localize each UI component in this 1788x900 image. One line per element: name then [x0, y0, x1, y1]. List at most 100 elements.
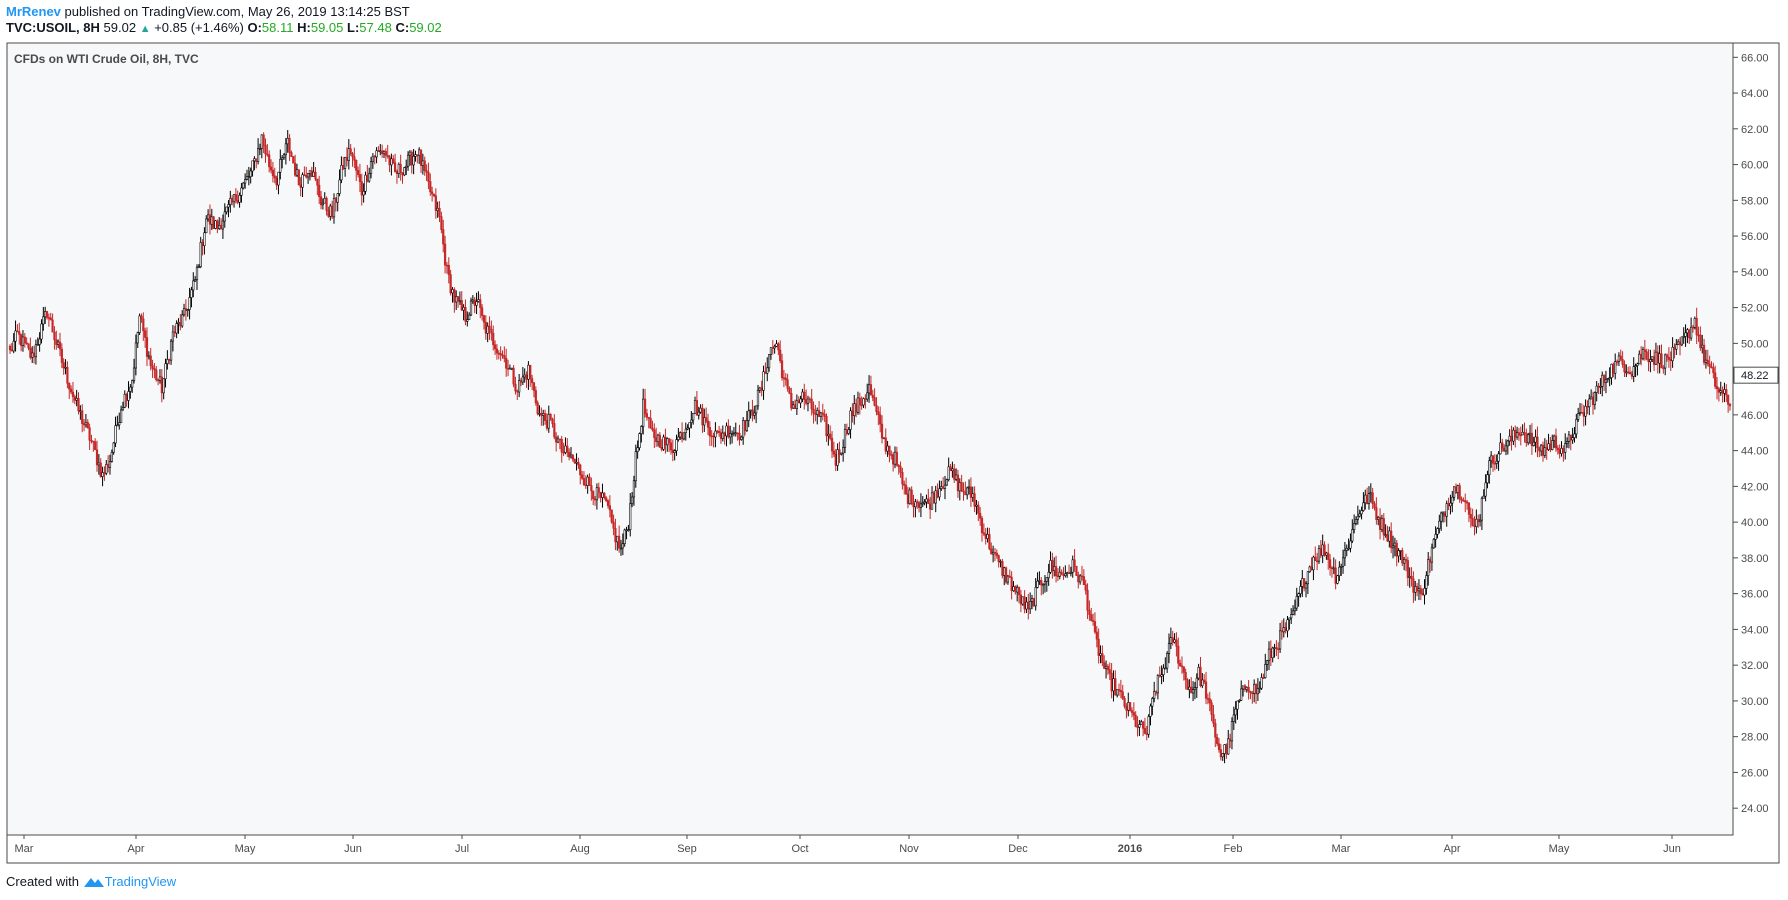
candle-body	[1408, 575, 1411, 578]
candle-body	[1358, 513, 1361, 517]
candle-body	[1328, 559, 1332, 569]
candle-body	[1721, 390, 1724, 394]
candle-body	[64, 366, 67, 369]
candle-body	[1312, 556, 1315, 571]
candle-body	[232, 194, 236, 203]
candle-body	[1416, 586, 1419, 592]
candle-body	[560, 438, 563, 453]
candle-body	[190, 289, 193, 298]
candle-body	[84, 421, 88, 426]
x-tick-label: Mar	[15, 843, 34, 855]
candle-body	[799, 398, 802, 404]
candle-body	[1634, 365, 1637, 368]
candle-body	[540, 413, 543, 416]
candle-body	[1710, 366, 1713, 369]
candle-body	[349, 148, 352, 154]
candle-body	[1453, 486, 1456, 498]
candles	[8, 130, 1732, 764]
candle-body	[975, 504, 978, 507]
candle-body	[962, 490, 965, 493]
candle-body	[1677, 341, 1680, 346]
candle-body	[1103, 662, 1106, 669]
candle-body	[771, 347, 774, 349]
candle-body	[1332, 567, 1335, 570]
candle-body	[1030, 598, 1034, 602]
candle-body	[490, 328, 493, 334]
candle-body	[347, 148, 350, 161]
candle-body	[653, 429, 656, 438]
candle-body	[1160, 674, 1163, 677]
author-link[interactable]: MrRenev	[6, 4, 61, 19]
candle-body	[1577, 413, 1580, 420]
candle-body	[623, 529, 626, 544]
candle-body	[1166, 653, 1169, 669]
candle-body	[551, 418, 554, 424]
candle-body	[775, 343, 778, 347]
candle-body	[351, 153, 354, 158]
candle-body	[1434, 533, 1437, 540]
candle-body	[1528, 432, 1532, 436]
candle-body	[1188, 686, 1191, 690]
candle-body	[338, 179, 341, 194]
candle-body	[936, 490, 939, 498]
candle-body	[655, 437, 658, 443]
candle-body	[521, 376, 524, 383]
candle-body	[344, 156, 347, 169]
candle-body	[1149, 705, 1152, 717]
candle-body	[1092, 620, 1095, 622]
candle-body	[360, 181, 363, 196]
candle-body	[827, 433, 830, 437]
candle-body	[269, 166, 273, 171]
candle-body	[1108, 669, 1111, 674]
x-tick-label: Aug	[570, 843, 590, 855]
candle-body	[1608, 377, 1611, 379]
candle-body	[1701, 344, 1704, 349]
candle-body	[212, 216, 215, 229]
candle-body	[29, 347, 32, 358]
candle-body	[1664, 354, 1667, 369]
candle-body	[481, 307, 484, 316]
price-axis[interactable]: 24.00 26.00 28.00 30.00 32.00 34.00 36.00 38.00…	[1733, 52, 1769, 815]
candle-body	[1036, 580, 1039, 588]
candle-body	[930, 492, 934, 510]
candle-body	[690, 419, 693, 423]
candle-body	[1062, 573, 1065, 576]
price-chart[interactable]: CFDs on WTI Crude Oil, 8H, TVC 24.00 26.0…	[0, 38, 1788, 868]
candle-body	[1349, 540, 1352, 549]
candle-body	[1191, 689, 1195, 694]
candle-body	[40, 323, 43, 340]
candle-body	[816, 409, 819, 415]
candle-body	[793, 404, 797, 409]
candle-body	[201, 242, 204, 247]
y-tick-label: 64.00	[1741, 88, 1769, 100]
candle-body	[184, 308, 187, 311]
tradingview-link[interactable]: TradingView	[104, 874, 177, 889]
candle-body	[599, 491, 602, 498]
candle-body	[268, 154, 271, 168]
time-axis[interactable]: Mar Apr May Jun Jul Aug Sep Oct Nov Dec 2016 Feb Mar…	[15, 835, 1681, 855]
candle-body	[821, 412, 824, 415]
candle-body	[36, 344, 39, 346]
candle-body	[1469, 514, 1472, 519]
candle-body	[1369, 492, 1372, 495]
candle-body	[1234, 708, 1237, 716]
candle-body	[506, 367, 510, 370]
candle-body	[249, 170, 252, 177]
candle-body	[505, 358, 508, 369]
candle-body	[16, 330, 19, 333]
candle-body	[1680, 336, 1683, 346]
y-tick-label: 30.00	[1741, 696, 1769, 708]
candle-body	[1038, 580, 1041, 582]
candle-body	[325, 197, 328, 211]
candle-body	[225, 206, 228, 213]
candle-body	[1490, 455, 1493, 462]
candle-body	[1541, 444, 1545, 456]
candle-body	[1688, 329, 1691, 339]
candle-body	[905, 485, 908, 495]
candle-body	[773, 346, 776, 349]
candle-body	[107, 464, 110, 468]
candle-body	[1362, 502, 1365, 511]
candle-body	[310, 170, 313, 177]
candle-body	[875, 405, 878, 412]
candle-body	[1571, 437, 1574, 441]
